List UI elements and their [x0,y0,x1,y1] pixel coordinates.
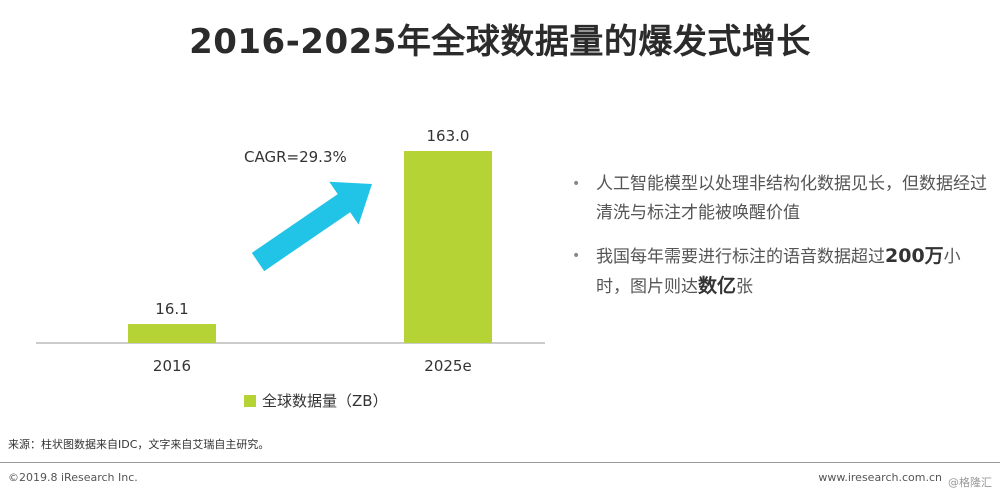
legend-label: 全球数据量（ZB） [262,392,388,410]
bullet-text: 人工智能模型以处理非结构化数据见长，但数据经过清洗与标注才能被唤醒价值 [596,170,992,228]
x-tick-label: 2025e [424,357,471,375]
growth-arrow-shape [251,181,372,272]
bar-2016 [128,324,216,343]
bar-2025e [404,151,492,343]
chart-legend: 全球数据量（ZB） [244,390,388,411]
bullet-highlight: 200万 [885,245,944,267]
bullet-highlight: 数亿 [698,275,737,297]
bullet-list: • 人工智能模型以处理非结构化数据见长，但数据经过清洗与标注才能被唤醒价值 • … [572,170,992,316]
bullet-text-part: 我国每年需要进行标注的语音数据超过 [596,247,885,267]
footer-divider [0,462,1000,463]
bar-chart: CAGR=29.3% 16.1 2016 163.0 2025e [36,127,545,375]
x-tick-label: 2016 [153,357,191,375]
bullet-dot: • [572,248,581,264]
bars: 16.1 2016 163.0 2025e [128,127,492,375]
website-link[interactable]: www.iresearch.com.cn [818,471,942,484]
bullet-text-part: 小时，图片则达 [596,247,961,297]
bullet-text: 我国每年需要进行标注的语音数据超过200万小时，图片则达数亿张 [596,242,992,302]
cagr-annotation: CAGR=29.3% [244,148,347,166]
watermark: @格隆汇 [948,476,992,489]
bullet-text-part: 人工智能模型以处理非结构化数据见长，但数据经过清洗与标注才能被唤醒价值 [596,174,987,223]
bullet-item: • 人工智能模型以处理非结构化数据见长，但数据经过清洗与标注才能被唤醒价值 [572,170,992,228]
growth-arrow [251,181,372,272]
data-label: 16.1 [155,300,188,318]
page-title: 2016-2025年全球数据量的爆发式增长 [189,22,811,62]
data-label: 163.0 [427,127,470,145]
copyright: ©2019.8 iResearch Inc. [8,471,138,484]
bullet-dot: • [572,176,581,192]
bullet-text-part: 张 [736,277,754,297]
source-note: 来源：柱状图数据来自IDC，文字来自艾瑞自主研究。 [8,438,270,451]
legend-swatch [244,394,256,407]
bullet-item: • 我国每年需要进行标注的语音数据超过200万小时，图片则达数亿张 [572,242,992,302]
